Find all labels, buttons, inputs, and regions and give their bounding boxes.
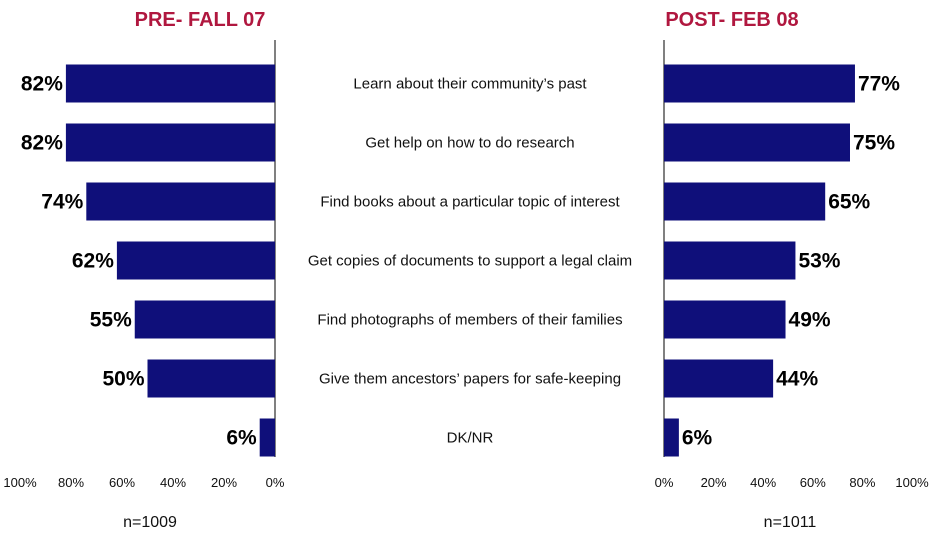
left-value-label: 82% (21, 73, 63, 96)
category-label: DK/NR (447, 430, 494, 447)
right-bar (664, 241, 796, 280)
right-bar (664, 300, 786, 339)
right-bar (664, 64, 855, 103)
left-tick-label: 40% (160, 475, 186, 490)
left-value-label: 82% (21, 132, 63, 155)
category-label: Get help on how to do research (365, 135, 574, 152)
right-value-label: 49% (789, 309, 831, 332)
right-tick-label: 0% (655, 475, 674, 490)
right-value-label: 65% (828, 191, 870, 214)
left-tick-label: 0% (266, 475, 285, 490)
right-sample-size: n=1011 (764, 514, 817, 531)
left-value-label: 74% (41, 191, 83, 214)
right-value-label: 75% (853, 132, 895, 155)
category-label: Find books about a particular topic of i… (320, 194, 620, 211)
left-tick-label: 100% (3, 475, 37, 490)
left-tick-label: 60% (109, 475, 135, 490)
left-bar (65, 64, 276, 103)
chart-marks: 100% 80% 60% 40% 20% 0% 82% 82% 74% 62% 55% 50% 6% 0%… (3, 40, 929, 490)
right-value-label: 53% (798, 250, 840, 273)
right-value-label: 44% (776, 368, 818, 391)
left-bar (116, 241, 276, 280)
left-bar (86, 182, 275, 221)
category-label: Find photographs of members of their fam… (317, 312, 622, 329)
left-sample-size: n=1009 (123, 514, 177, 531)
left-tick-label: 20% (211, 475, 237, 490)
left-bar (147, 359, 275, 398)
right-bar (664, 123, 850, 162)
right-tick-label: 60% (800, 475, 826, 490)
left-value-label: 62% (72, 250, 114, 273)
left-panel-title: PRE- FALL 07 (135, 9, 266, 31)
left-bar (65, 123, 276, 162)
right-bar (664, 182, 826, 221)
left-value-label: 6% (226, 427, 257, 450)
right-tick-label: 80% (849, 475, 875, 490)
right-tick-label: 40% (750, 475, 776, 490)
right-bar (664, 359, 774, 398)
category-label: Give them ancestors’ papers for safe-kee… (319, 371, 621, 388)
left-tick-label: 80% (58, 475, 84, 490)
right-tick-label: 100% (895, 475, 929, 490)
left-value-label: 55% (90, 309, 132, 332)
left-bar (259, 418, 275, 457)
right-tick-label: 20% (701, 475, 727, 490)
right-value-label: 77% (858, 73, 900, 96)
right-bar (664, 418, 679, 457)
left-value-label: 50% (102, 368, 144, 391)
right-value-label: 6% (682, 427, 713, 450)
category-label: Get copies of documents to support a leg… (308, 253, 632, 270)
right-panel-title: POST- FEB 08 (665, 9, 798, 31)
left-bar (134, 300, 275, 339)
category-label: Learn about their community’s past (353, 76, 587, 93)
